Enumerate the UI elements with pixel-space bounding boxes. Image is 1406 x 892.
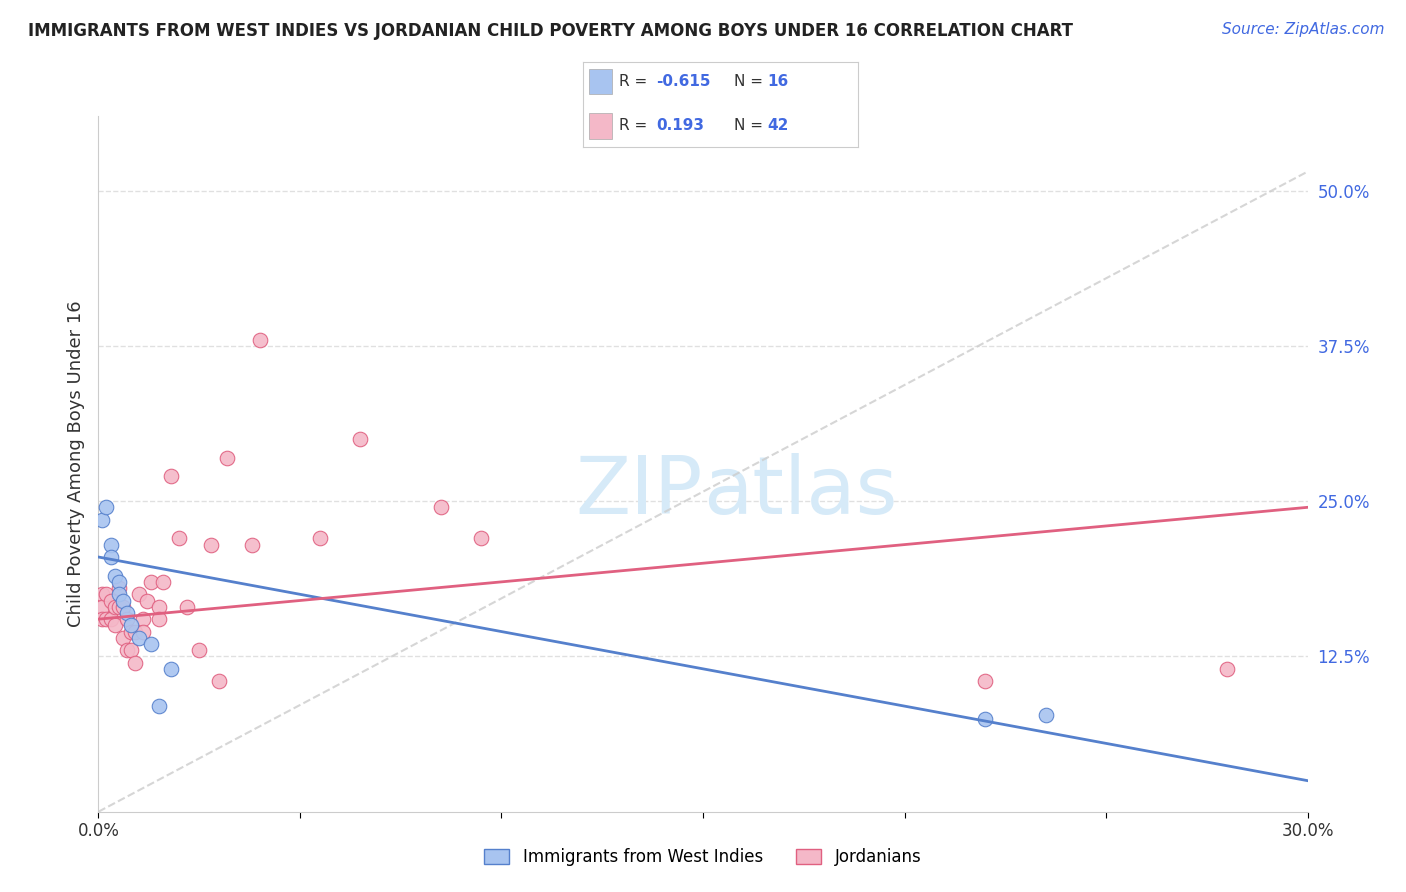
Text: 16: 16: [768, 74, 789, 89]
Point: [152, 574, 174, 589]
Bar: [589, 69, 612, 95]
Point: [160, 469, 183, 483]
Text: 42: 42: [768, 119, 789, 134]
Text: atlas: atlas: [703, 452, 897, 531]
Point: [96, 612, 118, 626]
Point: [470, 532, 492, 546]
Point: [148, 612, 170, 626]
Point: [107, 599, 129, 614]
Point: [135, 593, 157, 607]
Point: [100, 538, 122, 552]
Point: [132, 612, 155, 626]
Point: [107, 574, 129, 589]
Legend: Immigrants from West Indies, Jordanians: Immigrants from West Indies, Jordanians: [478, 842, 928, 873]
Point: [124, 624, 146, 639]
Text: IMMIGRANTS FROM WEST INDIES VS JORDANIAN CHILD POVERTY AMONG BOYS UNDER 16 CORRE: IMMIGRANTS FROM WEST INDIES VS JORDANIAN…: [28, 22, 1073, 40]
Point: [96, 500, 118, 515]
Point: [111, 599, 134, 614]
Point: [124, 656, 146, 670]
Text: 0.193: 0.193: [657, 119, 704, 134]
Point: [249, 333, 271, 347]
Point: [176, 599, 198, 614]
Point: [974, 674, 997, 689]
Text: R =: R =: [619, 119, 652, 134]
Text: R =: R =: [619, 74, 652, 89]
Bar: [589, 113, 612, 139]
Point: [111, 631, 134, 645]
Text: Source: ZipAtlas.com: Source: ZipAtlas.com: [1222, 22, 1385, 37]
Point: [349, 432, 371, 446]
Point: [148, 699, 170, 714]
Point: [115, 643, 138, 657]
Point: [217, 450, 239, 465]
Point: [111, 593, 134, 607]
Point: [107, 581, 129, 595]
Point: [100, 612, 122, 626]
Point: [120, 624, 142, 639]
Y-axis label: Child Poverty Among Boys Under 16: Child Poverty Among Boys Under 16: [66, 301, 84, 627]
Point: [115, 612, 138, 626]
Point: [100, 593, 122, 607]
Point: [96, 587, 118, 601]
Point: [309, 532, 332, 546]
Text: N =: N =: [734, 119, 768, 134]
Point: [128, 631, 150, 645]
Text: N =: N =: [734, 74, 768, 89]
Point: [91, 587, 114, 601]
Text: ZIP: ZIP: [575, 452, 703, 531]
Point: [128, 587, 150, 601]
Point: [139, 637, 162, 651]
Point: [430, 500, 453, 515]
Point: [115, 606, 138, 620]
Point: [91, 513, 114, 527]
Point: [974, 712, 997, 726]
Point: [103, 599, 125, 614]
Point: [132, 624, 155, 639]
Point: [200, 538, 222, 552]
Point: [1216, 662, 1239, 676]
Point: [240, 538, 263, 552]
Text: -0.615: -0.615: [657, 74, 710, 89]
Point: [188, 643, 211, 657]
Point: [107, 587, 129, 601]
Point: [208, 674, 231, 689]
Point: [103, 568, 125, 582]
Point: [91, 599, 114, 614]
Point: [100, 549, 122, 564]
Point: [139, 574, 162, 589]
Point: [91, 612, 114, 626]
Point: [167, 532, 190, 546]
Point: [148, 599, 170, 614]
Point: [120, 618, 142, 632]
Point: [160, 662, 183, 676]
Point: [1035, 707, 1057, 722]
Point: [103, 618, 125, 632]
Point: [120, 643, 142, 657]
